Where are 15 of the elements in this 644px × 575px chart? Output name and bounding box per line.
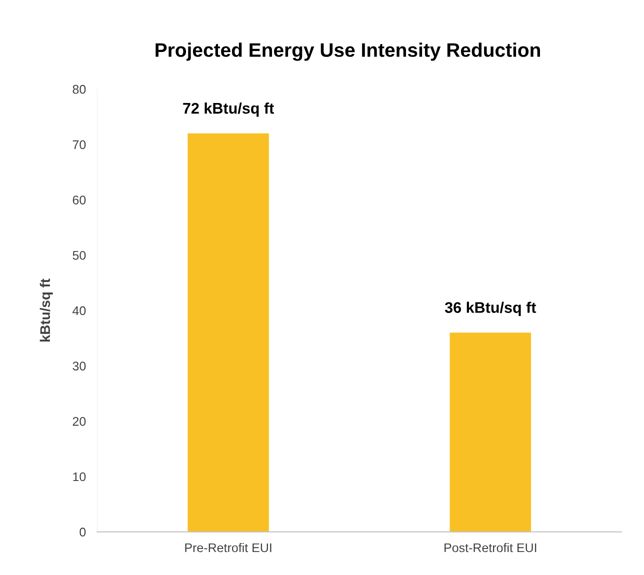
y-axis-title: kBtu/sq ft (40, 278, 53, 342)
y-tick-label: 30 (72, 362, 86, 370)
y-tick-label: 60 (72, 196, 86, 204)
data-label: 72 kBtu/sq ft (183, 102, 274, 117)
y-tick-label: 80 (72, 84, 86, 94)
y-tick-label: 40 (72, 306, 86, 316)
y-tick-label: 50 (72, 250, 86, 260)
chart-title: Projected Energy Use Intensity Reduction (156, 42, 540, 61)
y-tick-label: 10 (73, 472, 86, 482)
y-tick-label: 70 (72, 140, 86, 150)
x-tick-label: Post-Retrofit EUI (444, 542, 536, 552)
x-tick-label: Pre-Retrofit EUI (185, 542, 272, 552)
y-tick-label: 20 (72, 416, 86, 426)
y-tick-label: 0 (80, 528, 86, 537)
data-label: 36 kBtu/sq ft (444, 302, 536, 316)
